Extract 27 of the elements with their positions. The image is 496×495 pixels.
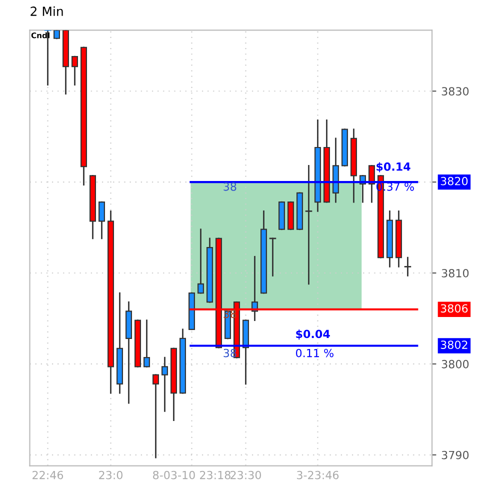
candlestick (305, 165, 312, 285)
annotation: $0.04 (296, 330, 330, 340)
y-tick-label: 3800 (442, 360, 469, 368)
candlestick (152, 374, 159, 458)
x-tick-label: 23:0 (99, 470, 122, 480)
annotation: 38 (224, 182, 236, 191)
x-tick-label: 23:30 (230, 470, 262, 480)
annotation: 38 (224, 310, 236, 318)
annotation: 0.11 % (296, 348, 334, 358)
candlestick (197, 228, 204, 294)
x-tick-label: 22:46 (32, 470, 64, 480)
ref-line-label: 3820 (440, 176, 468, 186)
candlestick (161, 356, 168, 412)
candlestick (368, 165, 375, 203)
y-tick-label: 3790 (442, 450, 469, 460)
candlestick (404, 256, 412, 276)
candlestick (143, 320, 150, 368)
annotation: $0.14 (376, 162, 410, 172)
ref-line-label: 3806 (440, 304, 468, 313)
y-tick-label: 3830 (442, 87, 469, 96)
y-tick-label: 3810 (442, 268, 469, 278)
candlestick (72, 56, 78, 86)
chart-title: 2 Min (30, 6, 63, 16)
candlestick (98, 201, 106, 240)
ref-line-label: 3802 (440, 340, 468, 349)
x-tick-label: 8-03-10 23:18 (153, 470, 230, 480)
x-tick-label: 3-23:46 (297, 470, 339, 480)
